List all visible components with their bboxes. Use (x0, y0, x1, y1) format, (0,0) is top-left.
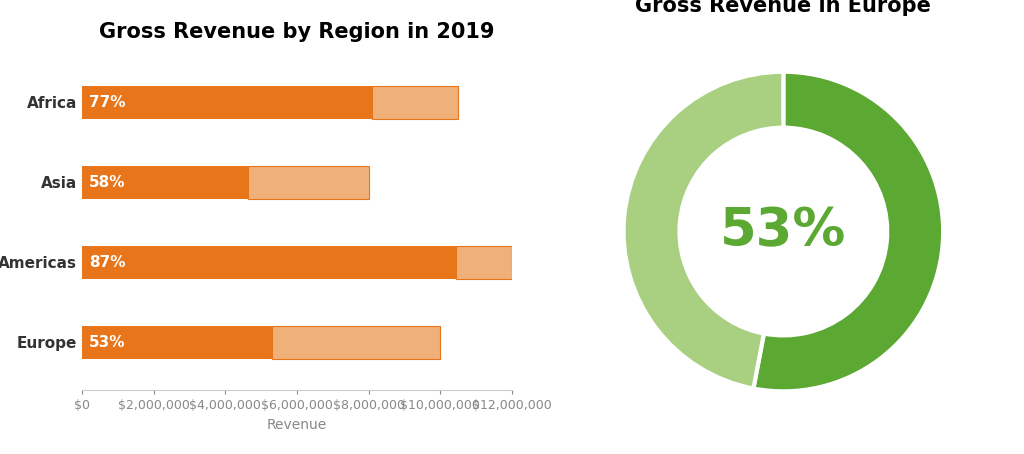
Bar (82, 86, 372, 119)
Bar (272, 326, 440, 359)
Bar (82, 326, 272, 359)
Text: 77%: 77% (89, 95, 126, 110)
Bar (82, 246, 456, 279)
Bar (372, 86, 459, 119)
Text: 58%: 58% (89, 175, 126, 190)
Bar (82, 166, 248, 199)
Wedge shape (624, 72, 783, 389)
Text: 53%: 53% (720, 206, 847, 257)
Text: 53%: 53% (89, 335, 126, 350)
Wedge shape (754, 72, 943, 391)
Title: Gross Revenue by Region in 2019: Gross Revenue by Region in 2019 (99, 22, 495, 42)
X-axis label: Revenue: Revenue (267, 418, 327, 432)
Bar (248, 166, 369, 199)
Text: 87%: 87% (89, 255, 126, 270)
Title: Gross Revenue in Europe: Gross Revenue in Europe (636, 0, 931, 16)
Bar (456, 246, 512, 279)
